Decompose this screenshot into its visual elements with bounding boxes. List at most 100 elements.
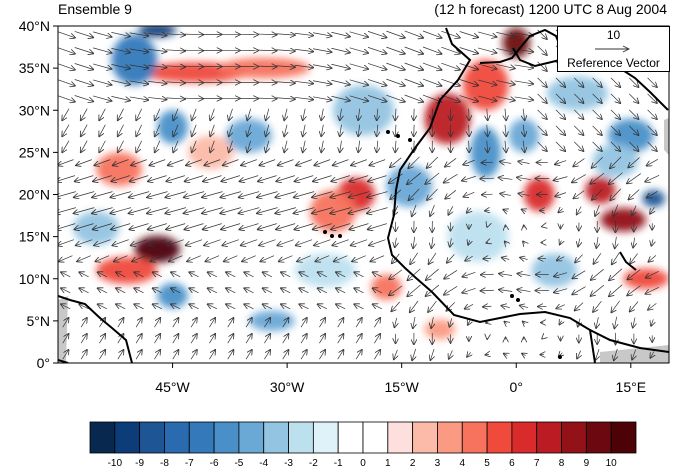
anomaly-blob	[607, 118, 654, 153]
colorbar-tick-label: -7	[185, 458, 194, 469]
wind-vector	[386, 46, 404, 54]
wind-vector	[647, 141, 657, 151]
wind-vector	[555, 161, 567, 165]
wind-vector	[93, 175, 112, 182]
wind-vector	[129, 65, 148, 68]
wind-vector	[166, 175, 185, 182]
wind-vector	[337, 318, 344, 328]
wind-vector	[422, 78, 441, 86]
wind-vector	[58, 223, 76, 230]
wind-vector	[390, 157, 402, 167]
wind-vector	[203, 223, 222, 230]
wind-vector	[577, 350, 581, 359]
wind-vector	[62, 140, 70, 153]
wind-vector	[574, 190, 585, 199]
wind-vector	[410, 300, 419, 312]
wind-vector	[77, 255, 91, 262]
wind-vector	[395, 237, 397, 247]
wind-vector	[155, 108, 161, 121]
wind-vector	[477, 95, 496, 101]
wind-vector	[93, 95, 111, 101]
wind-vector	[129, 97, 148, 100]
wind-vector	[574, 77, 583, 87]
wind-vector	[593, 252, 602, 264]
wind-vector	[394, 349, 398, 359]
anomaly-blob	[371, 274, 402, 300]
wind-vector	[349, 47, 368, 53]
wind-vector	[351, 159, 367, 166]
wind-vector	[319, 350, 325, 360]
wind-vector	[629, 77, 638, 87]
island	[386, 130, 390, 134]
wind-vector	[240, 175, 259, 182]
wind-vector	[148, 33, 166, 35]
wind-vector	[462, 287, 476, 292]
wind-vector	[331, 79, 349, 84]
wind-vector	[358, 108, 359, 121]
wind-vector	[92, 207, 113, 214]
wind-vector	[149, 239, 166, 246]
wind-vector-field	[58, 29, 660, 360]
reference-vector-legend: 10 Reference Vector	[557, 26, 670, 72]
wind-vector	[577, 206, 581, 215]
wind-vector	[469, 140, 470, 153]
wind-vector	[578, 238, 580, 247]
wind-vector	[592, 125, 602, 135]
land-mask-patch	[664, 118, 669, 155]
longitude-tick-label: 15°W	[384, 379, 419, 395]
wind-vector	[257, 191, 278, 198]
wind-vector	[318, 304, 328, 309]
wind-vector	[630, 301, 639, 312]
wind-vector	[319, 318, 325, 328]
wind-vector	[131, 239, 148, 246]
colorbar-swatch	[263, 421, 289, 454]
wind-vector	[430, 348, 434, 360]
wind-vector	[264, 334, 270, 344]
wind-vector	[431, 317, 433, 328]
island	[408, 138, 412, 142]
wind-vector	[266, 124, 269, 137]
wind-vector	[555, 93, 565, 103]
wind-vector	[321, 108, 323, 121]
wind-vector	[463, 159, 475, 164]
wind-vector	[154, 350, 160, 360]
island	[516, 298, 520, 302]
wind-vector	[96, 255, 110, 262]
wind-vector	[504, 322, 506, 324]
wind-vector	[590, 172, 605, 184]
wind-vector	[555, 125, 565, 135]
coastline-segment	[619, 251, 637, 271]
wind-vector	[224, 255, 238, 262]
wind-vector	[173, 140, 179, 153]
wind-vector	[487, 140, 488, 153]
wind-vector	[184, 50, 203, 51]
wind-vector	[173, 108, 179, 121]
wind-vector	[258, 66, 276, 67]
wind-vector	[135, 318, 142, 328]
wind-vector	[374, 350, 380, 360]
island	[396, 134, 400, 138]
wind-vector	[591, 284, 605, 296]
wind-vector	[185, 175, 204, 182]
wind-vector	[241, 159, 257, 166]
wind-vector	[111, 80, 129, 84]
wind-vector	[130, 175, 149, 182]
wind-vector	[227, 350, 234, 360]
wind-vector	[279, 255, 293, 262]
wind-vector	[189, 288, 199, 293]
wind-vector	[645, 174, 660, 181]
wind-vector	[294, 65, 313, 67]
wind-vector	[496, 80, 514, 84]
wind-vector	[221, 175, 240, 182]
wind-vector	[629, 109, 638, 119]
colorbar-tick-label: -8	[160, 458, 169, 469]
wind-vector	[312, 191, 333, 198]
wind-vector	[331, 63, 349, 68]
wind-vector	[650, 207, 654, 213]
anomaly-blob	[470, 127, 501, 178]
wind-vector	[189, 304, 199, 309]
wind-vector	[573, 158, 585, 167]
wind-vector	[166, 82, 184, 83]
wind-vector	[556, 305, 565, 309]
wind-vector	[537, 125, 547, 135]
